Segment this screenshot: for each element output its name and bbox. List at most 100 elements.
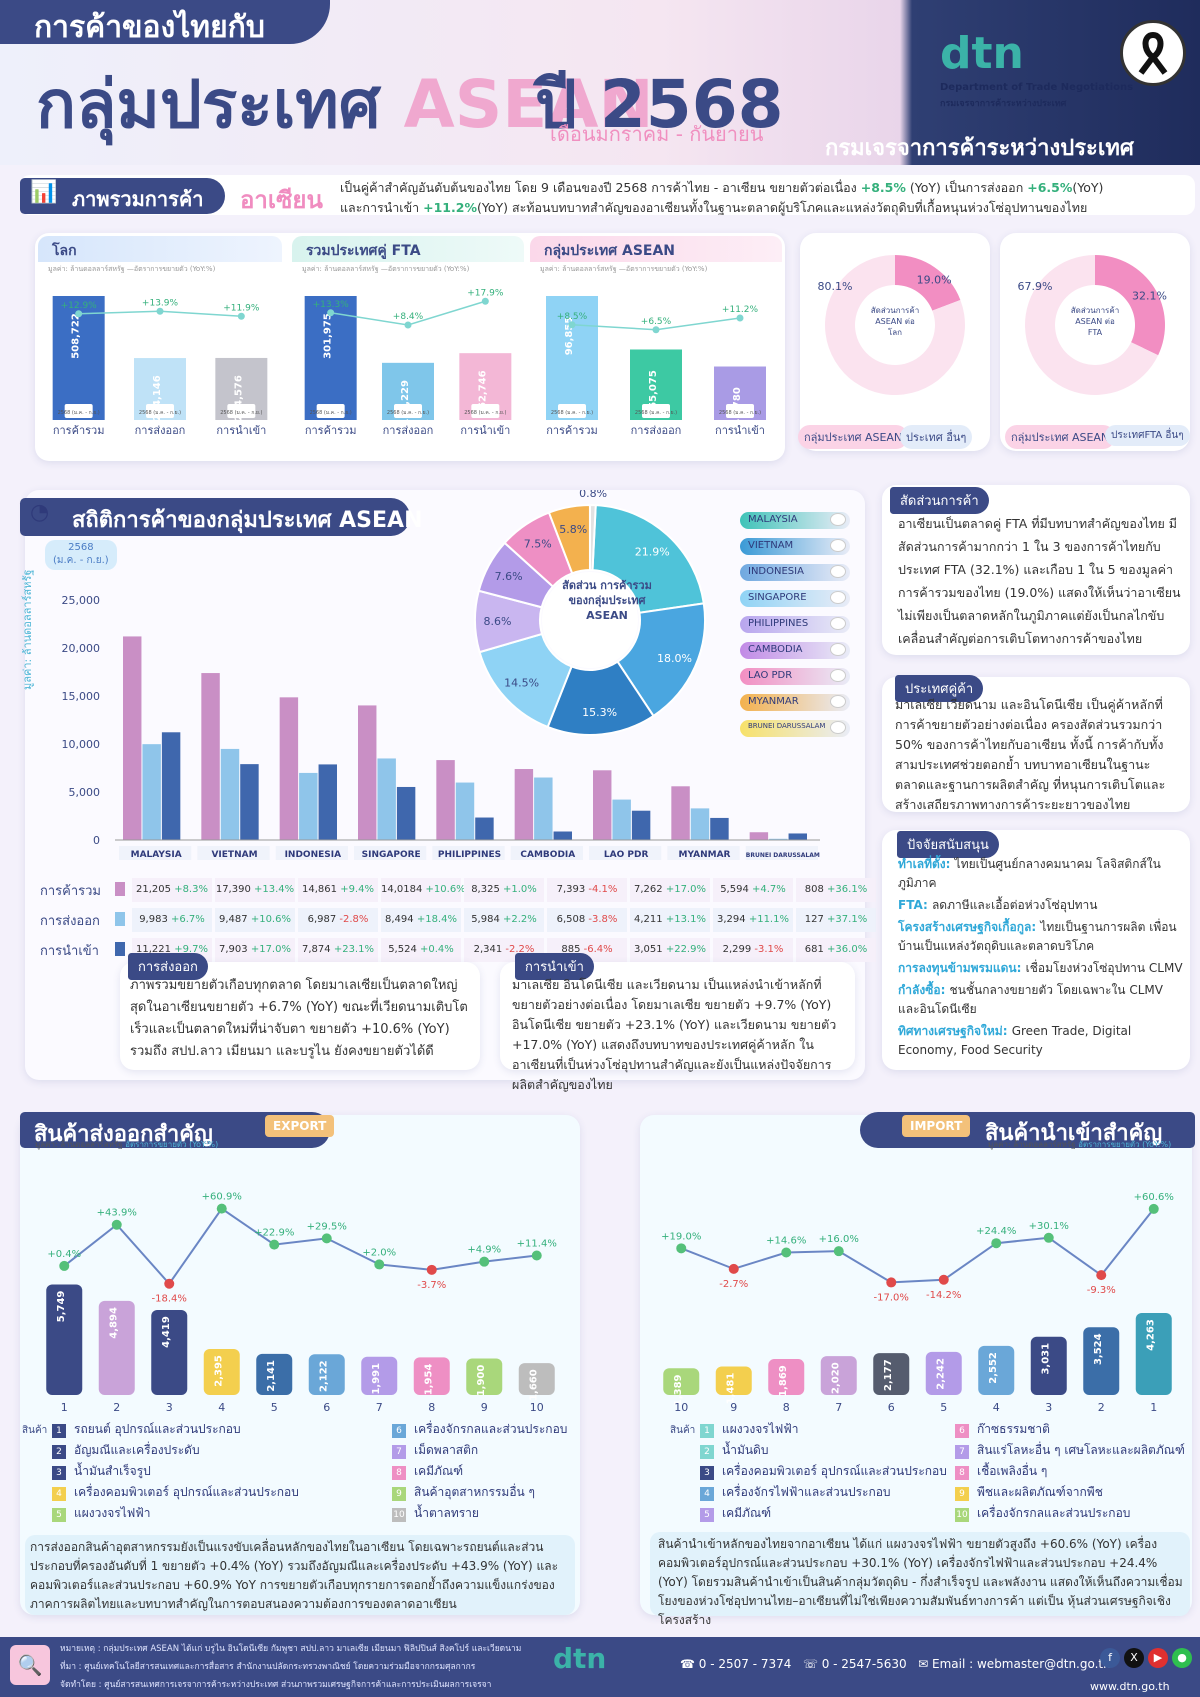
export-note-text: ภาพรวมขยายตัวเกือบทุกตลาด โดยมาเลเซียเป็… bbox=[130, 978, 468, 1059]
fta-bar bbox=[304, 296, 357, 420]
stats-cell-rate: -3.1% bbox=[754, 944, 784, 955]
exp_goods-bar bbox=[98, 1300, 135, 1395]
stats-bar bbox=[690, 808, 710, 840]
stats-ytick: 10,000 bbox=[62, 738, 101, 751]
imp_goods-legend-label: แผงวงจรไฟฟ้า bbox=[722, 1422, 799, 1436]
imp_goods-legend-head: สินค้า bbox=[670, 1425, 696, 1436]
exp_goods-legend-item: 5 แผงวงจรไฟฟ้า bbox=[52, 1504, 150, 1523]
imp_goods-legend-num: 10 bbox=[955, 1508, 969, 1522]
flag-icon bbox=[830, 617, 846, 630]
exp_goods-legend-item: 7 เม็ดพลาสติก bbox=[392, 1441, 478, 1460]
fta-cat-label: การนำเข้า bbox=[460, 424, 510, 437]
fta-year-tag-text: 2568 (ม.ค. - ก.ย.) bbox=[464, 410, 506, 416]
stats-cell: 6,987 -2.8% bbox=[298, 908, 378, 932]
exp_goods-bar bbox=[151, 1310, 188, 1395]
world-growth-point bbox=[75, 310, 83, 318]
imp_goods-bar bbox=[820, 1356, 857, 1395]
footer-contacts: ☎ 0 - 2507 - 7374 ☏ 0 - 2547-5630 ✉ Emai… bbox=[680, 1657, 1111, 1671]
stats-country-tag bbox=[667, 846, 740, 860]
footer-tel1[interactable]: 0 - 2507 - 7374 bbox=[698, 1657, 792, 1671]
donut2-legend-b: ประเทศFTA อื่นๆ bbox=[1105, 425, 1190, 446]
social-icon[interactable]: ● bbox=[1172, 1648, 1192, 1668]
partner-title: ประเทศคู่ค้า bbox=[895, 675, 984, 702]
fta-bar-value: 139,229 bbox=[400, 380, 411, 426]
stats-cell-rate: +13.1% bbox=[665, 914, 706, 925]
stats-cell-value: 5,524 bbox=[388, 944, 420, 955]
imp_goods-growth-point bbox=[676, 1243, 687, 1254]
donut1-center bbox=[857, 287, 933, 363]
import-note-title: การนำเข้า bbox=[515, 953, 594, 980]
asean-growth-label: +11.2% bbox=[722, 305, 759, 315]
asean-growth-point bbox=[568, 321, 576, 329]
stats-cell: 5,984 +2.2% bbox=[464, 908, 544, 932]
import-note-card bbox=[500, 962, 855, 1070]
stats-cell-rate: +8.3% bbox=[174, 884, 208, 895]
imp_goods-rank: 3 bbox=[1045, 1401, 1052, 1414]
exp_goods-legend-item: 9 สินค้าอุตสาหกรรมอื่น ๆ bbox=[392, 1483, 535, 1502]
import-badge: IMPORT bbox=[902, 1115, 971, 1137]
donut2-slice-b bbox=[1025, 255, 1159, 395]
asean-cat-label: การนำเข้า bbox=[715, 424, 765, 437]
world-bar-value: 254,576 bbox=[233, 375, 244, 421]
import-goods-legend: สินค้า 1 แผงวงจรไฟฟ้า 2 น้ำมันดิบ 3 เครื่องคอม… bbox=[670, 1420, 1190, 1522]
stats-cell: 7,262 +17.0% bbox=[630, 878, 710, 902]
social-icon[interactable]: X bbox=[1124, 1648, 1144, 1668]
stats-cell-rate: +17.0% bbox=[665, 884, 706, 895]
exp_goods-growth-point bbox=[59, 1260, 70, 1271]
imp_goods-rank: 2 bbox=[1098, 1401, 1105, 1414]
stats-country-label: CAMBODIA bbox=[520, 850, 575, 860]
country-legend-label: INDONESIA bbox=[748, 566, 804, 577]
ov-t4: และการนำเข้า bbox=[340, 200, 420, 215]
imp_goods-growth-point bbox=[938, 1274, 949, 1285]
social-icon[interactable]: f bbox=[1100, 1648, 1120, 1668]
footer-tel2[interactable]: 0 - 2547-5630 bbox=[821, 1657, 907, 1671]
export-goods-chart: 5,749 1 4,894 2 4,419 3 2,395 4 2,141 5 2,122 6 1,99… bbox=[46, 1192, 557, 1414]
fta-cat-label: การส่งออก bbox=[383, 424, 434, 437]
imp_goods-legend-item: 3 เครื่องคอมพิวเตอร์ อุปกรณ์และส่วนประกอบ bbox=[700, 1462, 947, 1481]
export-note-card bbox=[120, 962, 480, 1070]
footer-email[interactable]: Email : webmaster@dtn.go.th bbox=[932, 1657, 1111, 1671]
footer-website[interactable]: www.dtn.go.th bbox=[1090, 1680, 1170, 1693]
exp_goods-bar-value: 5,749 bbox=[56, 1291, 67, 1323]
factor-list: ทำเลที่ตั้ง: ไทยเป็นศูนย์กลางคมนาคม โลจิ… bbox=[898, 855, 1183, 1063]
stats-cell-rate: +10.6% bbox=[250, 914, 291, 925]
asean-growth-point bbox=[736, 314, 744, 322]
exp_goods-legend-item: 2 อัญมณีและเครื่องประดับ bbox=[52, 1441, 200, 1460]
imp_goods-legend-item: 1 แผงวงจรไฟฟ้า bbox=[700, 1420, 798, 1439]
imp_goods-growth-point bbox=[886, 1277, 897, 1288]
import-goods-title: สินค้านำเข้าสำคัญ bbox=[985, 1121, 1163, 1146]
pie-slice-label: 7.5% bbox=[524, 538, 552, 551]
stats-row-label: การนำเข้า bbox=[40, 944, 99, 959]
social-icon[interactable]: ▶ bbox=[1148, 1648, 1168, 1668]
stats-cell: 14,0184 +10.6% bbox=[381, 878, 466, 902]
factor-key: FTA: bbox=[898, 898, 932, 912]
fta-growth-point bbox=[481, 297, 489, 305]
exp_goods-legend-head: สินค้า bbox=[22, 1425, 48, 1436]
exp_goods-growth-point bbox=[164, 1278, 175, 1289]
phone-icon: ☎ bbox=[680, 1657, 699, 1671]
share-text: อาเซียนเป็นตลาดคู่ FTA ที่มีบทบาทสำคัญขอ… bbox=[898, 516, 1181, 646]
flag-icon bbox=[830, 591, 846, 604]
exp_goods-growth-point bbox=[531, 1250, 542, 1261]
imp_goods-bar bbox=[1135, 1313, 1172, 1395]
stats-cell-value: 2,299 bbox=[722, 944, 755, 955]
world-cat-label: การนำเข้า bbox=[216, 424, 266, 437]
imp_goods-bar-value: 1,869 bbox=[778, 1365, 789, 1397]
imp_goods-bar bbox=[1030, 1336, 1067, 1395]
exp_goods-bar bbox=[518, 1363, 555, 1395]
exp_goods-legend-num: 9 bbox=[392, 1487, 406, 1501]
fta-year-tag-text: 2568 (ม.ค. - ก.ย.) bbox=[387, 410, 429, 416]
imp_goods-legend-num: 8 bbox=[955, 1466, 969, 1480]
partner-text: มาเลเซีย เวียดนาม และอินโดนีเซีย เป็นคู่… bbox=[895, 697, 1166, 812]
factor-item: ทิศทางเศรษฐกิจใหม่: Green Trade, Digital… bbox=[898, 1022, 1183, 1060]
exp_goods-legend-label: แผงวงจรไฟฟ้า bbox=[74, 1506, 151, 1520]
stats-cell: 17,390 +13.4% bbox=[215, 878, 295, 902]
imp_goods-growth-point bbox=[781, 1247, 792, 1258]
asean-cat-label: การค้ารวม bbox=[546, 424, 598, 437]
donut2-center-text: สัดส่วนการค้า bbox=[1071, 306, 1119, 315]
pie-center-label: สัดส่วน การค้ารวม ของกลุ่มประเทศ ASEAN bbox=[562, 579, 652, 622]
world-year-tag bbox=[64, 404, 93, 418]
exp_goods-bar-value: 2,395 bbox=[214, 1355, 225, 1387]
stats-year: 2568 bbox=[68, 542, 94, 553]
donut1-legend-a: กลุ่มประเทศ ASEAN bbox=[798, 425, 909, 449]
